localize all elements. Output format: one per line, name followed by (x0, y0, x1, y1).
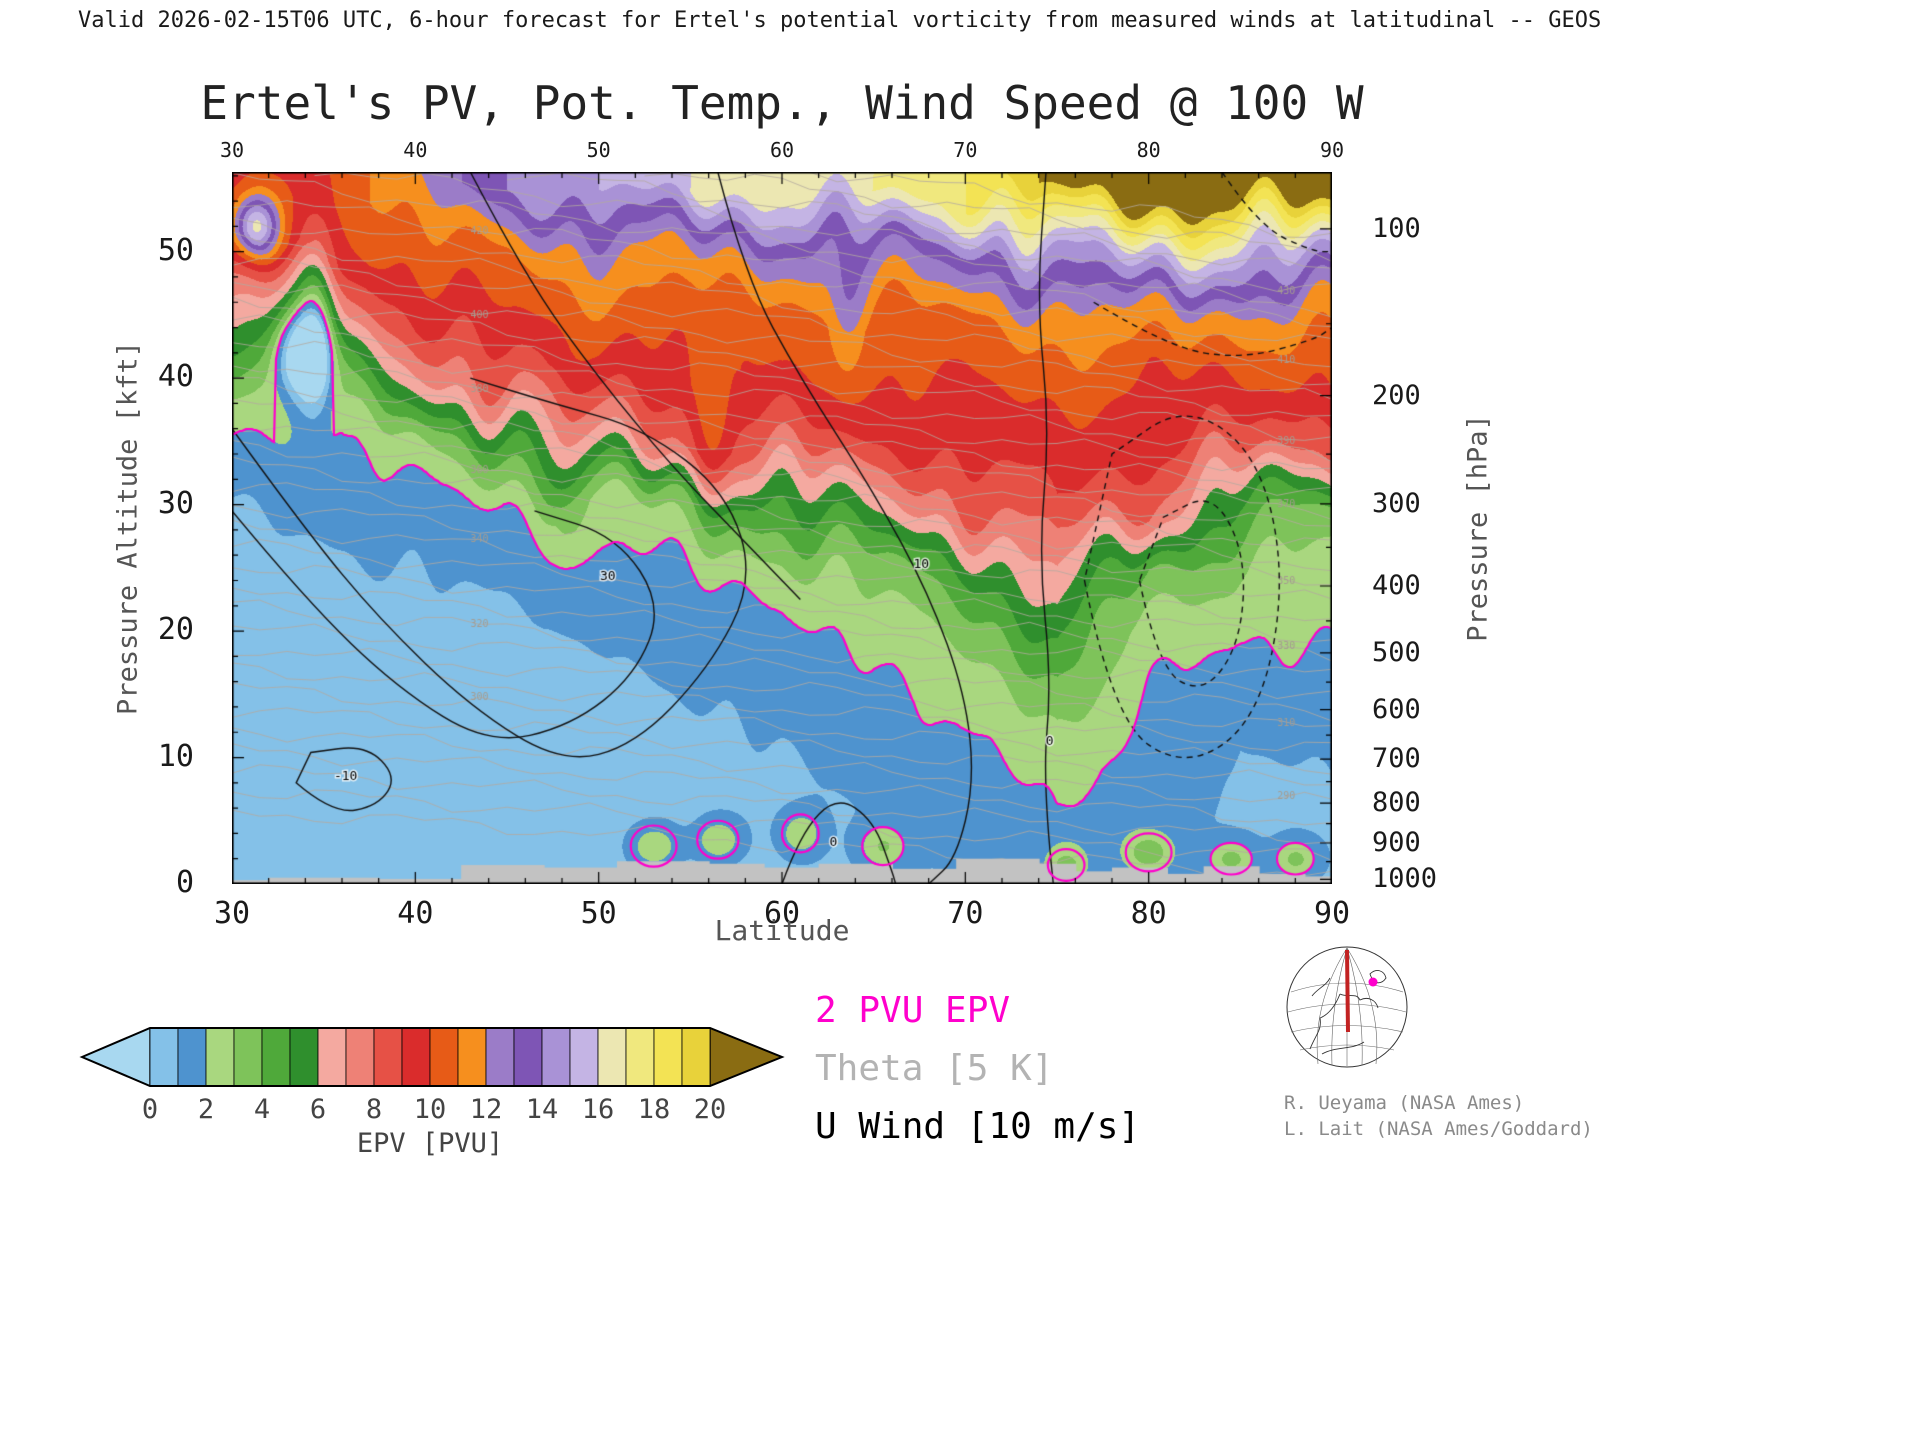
colorbar-tick-label: 8 (365, 1094, 383, 1125)
colorbar-over-arrow (709, 1026, 784, 1088)
colorbar-title: EPV [PVU] (356, 1128, 504, 1159)
plot-title: Ertel's PV, Pot. Temp., Wind Speed @ 100… (200, 76, 1364, 130)
legend-uwind-contour: U Wind [10 m/s] (815, 1106, 1141, 1147)
x-tick-label-top: 60 (769, 138, 795, 162)
legend-theta-contour: Theta [5 K] (815, 1048, 1054, 1089)
y-tick-label-hpa: 400 (1372, 569, 1421, 601)
meridian-100w-marker (1345, 949, 1350, 1033)
colorbar-tick-label: 10 (413, 1094, 447, 1125)
colorbar-segment (317, 1027, 347, 1087)
colorbar-segment (373, 1027, 403, 1087)
colorbar-outline (79, 1027, 785, 1087)
legend-epv-contour: 2 PVU EPV (815, 990, 1011, 1031)
colorbar-segment (289, 1027, 319, 1087)
credit-line-1: R. Ueyama (NASA Ames) (1284, 1092, 1525, 1114)
y-tick-label-kft: 20 (157, 612, 194, 648)
y-tick-label-hpa: 1000 (1372, 863, 1438, 895)
colorbar-under-arrow (80, 1026, 151, 1088)
x-tick-label-top: 50 (586, 138, 611, 162)
colorbar-segment (429, 1027, 459, 1087)
x-tick-label-top: 80 (1136, 138, 1161, 162)
y-tick-label-hpa: 900 (1372, 827, 1421, 858)
validity-header: Valid 2026-02-15T06 UTC, 6-hour forecast… (78, 8, 1602, 33)
observation-dot (1368, 977, 1378, 987)
colorbar-tick-label: 12 (469, 1094, 503, 1125)
x-tick-label: 70 (947, 896, 984, 931)
x-tick-label: 40 (397, 896, 434, 931)
x-tick-label: 50 (580, 896, 617, 931)
colorbar-segment (345, 1027, 375, 1087)
colorbar-tick-label: 6 (309, 1094, 327, 1125)
y-tick-label-hpa: 100 (1372, 212, 1421, 244)
colorbar-segment (625, 1027, 655, 1087)
colorbar-tick-label: 18 (637, 1094, 671, 1125)
colorbar-tick-label: 4 (253, 1094, 271, 1125)
colorbar-tick-label: 2 (197, 1094, 215, 1125)
y-axis-left-title: Pressure Altitude [kft] (112, 341, 144, 715)
x-tick-label: 30 (213, 896, 251, 931)
inset-map (1286, 946, 1408, 1068)
colorbar-segment (485, 1027, 515, 1087)
colorbar-segment (177, 1027, 207, 1087)
colorbar-segment (149, 1027, 179, 1087)
x-tick-label-top: 70 (953, 138, 978, 162)
y-tick-label-kft: 40 (157, 359, 194, 395)
x-tick-label: 90 (1313, 896, 1351, 931)
x-tick-label-top: 90 (1319, 138, 1345, 162)
colorbar-tick-label: 14 (525, 1094, 559, 1125)
colorbar-segment (457, 1027, 487, 1087)
colorbar-tick-label: 16 (581, 1094, 615, 1125)
colorbar-segment (513, 1027, 543, 1087)
y-tick-label-hpa: 800 (1372, 787, 1421, 819)
x-tick-label: 60 (763, 896, 801, 931)
colorbar-segment (205, 1027, 235, 1087)
credit-line-2: L. Lait (NASA Ames/Goddard) (1284, 1118, 1593, 1140)
y-tick-label-hpa: 200 (1372, 379, 1421, 411)
y-tick-label-hpa: 600 (1372, 693, 1421, 725)
y-tick-label-hpa: 300 (1372, 487, 1421, 519)
colorbar-segment (541, 1027, 571, 1087)
y-tick-label-kft: 10 (157, 738, 194, 774)
colorbar-segment (233, 1027, 263, 1087)
y-tick-label-hpa: 500 (1372, 636, 1421, 668)
colorbar-segment (681, 1027, 711, 1087)
globe-outline (1286, 946, 1408, 1068)
colorbar-segment (569, 1027, 599, 1087)
colorbar-segment (653, 1027, 683, 1087)
epv-colorbar (79, 1026, 785, 1088)
colorbar-tick-label: 0 (141, 1094, 159, 1125)
plot-area (232, 172, 1332, 884)
colorbar-segment (261, 1027, 291, 1087)
colorbar-tick-label: 20 (693, 1094, 727, 1125)
y-tick-label-kft: 30 (157, 485, 194, 521)
x-tick-label: 80 (1130, 896, 1167, 931)
x-axis-title: Latitude (714, 914, 850, 947)
y-tick-label-kft: 50 (157, 232, 194, 268)
y-tick-label-hpa: 700 (1372, 743, 1421, 775)
x-tick-label-top: 40 (403, 138, 428, 162)
y-axis-right-title: Pressure [hPa] (1462, 414, 1494, 642)
colorbar-segment (401, 1027, 431, 1087)
x-tick-label-top: 30 (219, 138, 245, 162)
y-tick-label-kft: 0 (175, 865, 194, 900)
epv-heatmap-canvas (232, 172, 1332, 884)
colorbar-segment (597, 1027, 627, 1087)
